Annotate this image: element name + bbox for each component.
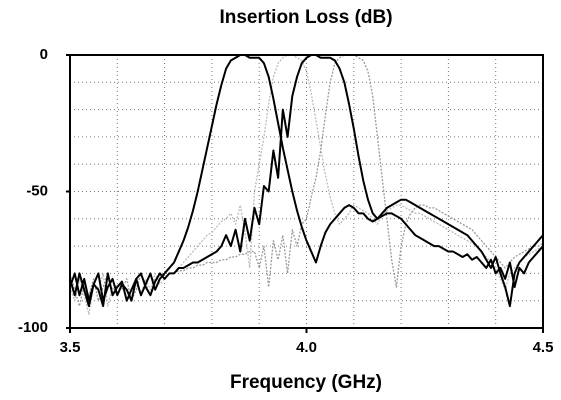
y-tick-label: -50 — [26, 182, 48, 199]
x-axis-label: Frequency (GHz) — [230, 372, 382, 393]
y-tick-label: -100 — [18, 319, 48, 336]
series-line — [69, 54, 544, 315]
x-tick-label: 3.5 — [60, 339, 81, 356]
series-line — [69, 54, 544, 308]
series-line — [69, 54, 544, 307]
x-tick-label: 4.5 — [533, 339, 554, 356]
y-tick-label: 0 — [40, 46, 48, 63]
series-line — [69, 54, 544, 308]
x-tick-label: 4.0 — [296, 339, 317, 356]
chart-title: Insertion Loss (dB) — [219, 7, 392, 28]
plot-frame — [69, 54, 544, 329]
